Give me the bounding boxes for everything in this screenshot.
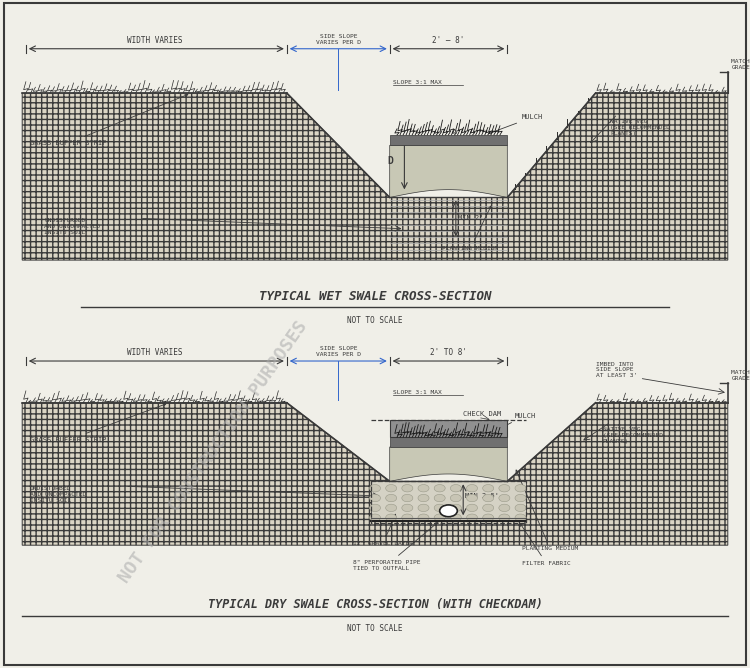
- Circle shape: [499, 514, 510, 522]
- Circle shape: [434, 504, 445, 512]
- Circle shape: [418, 514, 429, 522]
- Circle shape: [466, 514, 478, 522]
- Circle shape: [450, 514, 461, 522]
- Text: FILTER FABRIC: FILTER FABRIC: [520, 524, 571, 566]
- Circle shape: [483, 494, 494, 502]
- Circle shape: [515, 484, 526, 492]
- Circle shape: [499, 484, 510, 492]
- Circle shape: [370, 484, 380, 492]
- Circle shape: [402, 484, 412, 492]
- Circle shape: [402, 504, 412, 512]
- Polygon shape: [390, 420, 507, 437]
- Circle shape: [386, 504, 397, 512]
- Text: TYPICAL DRY SWALE CROSS-SECTION (WITH CHECKDAM): TYPICAL DRY SWALE CROSS-SECTION (WITH CH…: [208, 598, 542, 611]
- Circle shape: [370, 494, 380, 502]
- Circle shape: [370, 504, 380, 512]
- Circle shape: [434, 514, 445, 522]
- Text: GRASS BUFFER STRIP: GRASS BUFFER STRIP: [29, 94, 188, 146]
- Text: WIDTH VARIES: WIDTH VARIES: [127, 348, 182, 357]
- Text: NOT TO SCALE: NOT TO SCALE: [347, 315, 403, 325]
- Circle shape: [483, 484, 494, 492]
- Polygon shape: [371, 482, 526, 520]
- Circle shape: [515, 494, 526, 502]
- Text: MULCH: MULCH: [496, 413, 536, 431]
- Circle shape: [466, 484, 478, 492]
- Circle shape: [386, 484, 397, 492]
- Text: D: D: [394, 452, 400, 462]
- Text: WIDTH VARIES: WIDTH VARIES: [127, 35, 182, 45]
- Circle shape: [418, 494, 429, 502]
- Text: 2' TO 8': 2' TO 8': [430, 348, 467, 357]
- Text: NATIVE VEG
(SEE RECOMMENDED
PLANTS): NATIVE VEG (SEE RECOMMENDED PLANTS): [603, 428, 663, 444]
- Text: SIDE SLOPE
VARIES PER D: SIDE SLOPE VARIES PER D: [316, 34, 361, 45]
- Circle shape: [418, 484, 429, 492]
- Text: MIN 2.5': MIN 2.5': [466, 493, 500, 499]
- Polygon shape: [390, 135, 507, 145]
- Circle shape: [483, 504, 494, 512]
- Polygon shape: [390, 447, 507, 482]
- Circle shape: [402, 514, 412, 522]
- Text: NATIVE VEG
(SEE RECOMMENDED
PLANTS): NATIVE VEG (SEE RECOMMENDED PLANTS): [610, 119, 670, 136]
- Circle shape: [450, 494, 461, 502]
- Text: MIN 2': MIN 2': [458, 215, 484, 221]
- Text: CHECK DAM: CHECK DAM: [464, 411, 502, 418]
- Circle shape: [418, 504, 429, 512]
- Text: NOT FOR CONSTRUCTION PURPOSES: NOT FOR CONSTRUCTION PURPOSES: [116, 317, 311, 587]
- Circle shape: [466, 494, 478, 502]
- Circle shape: [450, 504, 461, 512]
- Circle shape: [386, 514, 397, 522]
- Text: SIDE SLOPE
VARIES PER D: SIDE SLOPE VARIES PER D: [316, 346, 361, 357]
- Polygon shape: [390, 437, 507, 447]
- Polygon shape: [390, 145, 507, 198]
- Text: UNDISTURBED
AND UNCOMPACTED
INSITU SOIL: UNDISTURBED AND UNCOMPACTED INSITU SOIL: [44, 218, 100, 235]
- Text: NOT TO SCALE: NOT TO SCALE: [347, 624, 403, 633]
- Circle shape: [515, 504, 526, 512]
- Text: 2' – 8': 2' – 8': [432, 35, 465, 45]
- Polygon shape: [22, 403, 728, 545]
- Text: TYPICAL WET SWALE CROSS-SECTION: TYPICAL WET SWALE CROSS-SECTION: [259, 290, 491, 303]
- Text: D: D: [388, 156, 393, 166]
- Text: MATCH EXISTING
GRADE: MATCH EXISTING GRADE: [731, 370, 750, 381]
- Polygon shape: [22, 93, 728, 260]
- Circle shape: [450, 484, 461, 492]
- Text: PLANTING MEDIUM: PLANTING MEDIUM: [442, 206, 499, 250]
- Text: MATCH EXISTING
GRADE: MATCH EXISTING GRADE: [731, 59, 750, 69]
- Text: 8" PERFORATED PIPE
TIED TO OUTFALL: 8" PERFORATED PIPE TIED TO OUTFALL: [353, 516, 446, 570]
- Text: GRASS BUFFER STRIP: GRASS BUFFER STRIP: [29, 403, 166, 443]
- Circle shape: [434, 484, 445, 492]
- Text: SLOPE 3:1 MAX: SLOPE 3:1 MAX: [393, 80, 442, 86]
- Text: MULCH: MULCH: [489, 114, 543, 134]
- Circle shape: [483, 514, 494, 522]
- Circle shape: [515, 514, 526, 522]
- Circle shape: [440, 505, 458, 517]
- Text: UNDISTURBED
AND UNCOMPACTED
INSITU SOIL: UNDISTURBED AND UNCOMPACTED INSITU SOIL: [29, 486, 86, 503]
- Text: 12" GRAVEL LAYER: 12" GRAVEL LAYER: [353, 514, 413, 546]
- Text: PLANTING MEDIUM: PLANTING MEDIUM: [516, 470, 578, 551]
- Circle shape: [499, 504, 510, 512]
- Text: IMBED INTO
SIDE SLOPE
AT LEAST 3': IMBED INTO SIDE SLOPE AT LEAST 3': [596, 361, 637, 378]
- Text: SLOPE 3:1 MAX: SLOPE 3:1 MAX: [393, 390, 442, 395]
- Circle shape: [402, 494, 412, 502]
- Circle shape: [434, 494, 445, 502]
- Circle shape: [466, 504, 478, 512]
- Circle shape: [499, 494, 510, 502]
- Circle shape: [370, 514, 380, 522]
- Circle shape: [386, 494, 397, 502]
